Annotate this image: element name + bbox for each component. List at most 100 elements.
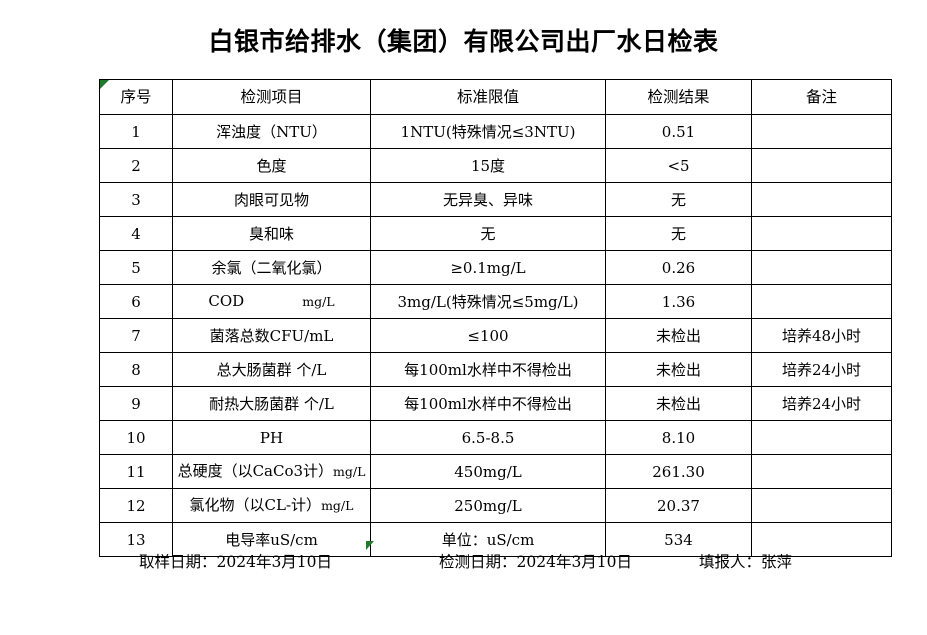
page-title: 白银市给排水（集团）有限公司出厂水日检表 [208, 27, 719, 56]
cell-item: 总大肠菌群 个/L [172, 352, 371, 387]
cell-note [751, 420, 892, 455]
cell-result: 0.26 [605, 250, 752, 285]
cell-no: 1 [99, 114, 173, 149]
inspection-table: 序号 检测项目 标准限值 检测结果 备注 1 浑浊度（NTU） 1NTU(特殊情况≤… [99, 79, 892, 557]
cell-limit: 每100ml水样中不得检出 [370, 352, 606, 387]
cell-result: <5 [605, 148, 752, 183]
cell-item: 臭和味 [172, 216, 371, 251]
cell-item: PH [172, 420, 371, 455]
cell-note [751, 148, 892, 183]
column-header-no: 序号 [99, 79, 173, 115]
cell-note [751, 182, 892, 217]
cell-limit: 1NTU(特殊情况≤3NTU) [370, 114, 606, 149]
cell-limit: 450mg/L [370, 454, 606, 489]
cell-item: 氯化物（以CL-计）mg/L [172, 488, 371, 523]
table-row: 3 肉眼可见物 无异臭、异味无 [99, 182, 892, 217]
cell-note: 培养24小时 [751, 352, 892, 387]
cell-item-unit: mg/L [302, 294, 335, 309]
cell-no: 7 [99, 318, 173, 353]
table-body: 1 浑浊度（NTU） 1NTU(特殊情况≤3NTU) 0.51 2 色度 15度 <5 3 肉眼可… [99, 114, 892, 557]
cell-limit: 250mg/L [370, 488, 606, 523]
table-row: 13 电导率uS/cm 单位：uS/cm 534 [99, 522, 892, 557]
cell-result: 无 [605, 216, 752, 251]
cell-item: 色度 [172, 148, 371, 183]
cell-note [751, 284, 892, 319]
cell-item-name: 氯化物（以CL-计） [189, 496, 322, 514]
table-row: 5 余氯（二氧化氯） ≥0.1mg/L 0.26 [99, 250, 892, 285]
cell-error-marker-bottom-icon [366, 541, 374, 550]
cell-note [751, 488, 892, 523]
cell-limit: ≥0.1mg/L [370, 250, 606, 285]
cell-item: 菌落总数CFU/mL [172, 318, 371, 353]
cell-no: 12 [99, 488, 173, 523]
cell-no: 5 [99, 250, 173, 285]
cell-no: 9 [99, 386, 173, 421]
cell-note: 培养48小时 [751, 318, 892, 353]
cell-no: 11 [99, 454, 173, 489]
inspection-table-container: 序号 检测项目 标准限值 检测结果 备注 1 浑浊度（NTU） 1NTU(特殊情况≤… [99, 79, 892, 557]
cell-item-unit: mg/L [333, 464, 366, 479]
cell-result: 无 [605, 182, 752, 217]
cell-no: 4 [99, 216, 173, 251]
cell-note: 培养24小时 [751, 386, 892, 421]
cell-no: 6 [99, 284, 173, 319]
cell-item-unit: mg/L [321, 498, 354, 513]
cell-result: 未检出 [605, 386, 752, 421]
table-row: 2 色度 15度 <5 [99, 148, 892, 183]
cell-item: 余氯（二氧化氯） [172, 250, 371, 285]
cell-limit: 6.5-8.5 [370, 420, 606, 455]
cell-item: 浑浊度（NTU） [172, 114, 371, 149]
cell-item-name: 总硬度（以CaCo3计） [177, 462, 334, 480]
cell-result: 0.51 [605, 114, 752, 149]
cell-item: COD mg/L [172, 284, 371, 319]
reporter-label: 填报人：张萍 [699, 553, 793, 571]
table-row: 8 总大肠菌群 个/L 每100ml水样中不得检出 未检出 培养24小时 [99, 352, 892, 387]
table-row: 9 耐热大肠菌群 个/L 每100ml水样中不得检出 未检出 培养24小时 [99, 386, 892, 421]
cell-note [751, 114, 892, 149]
cell-item: 总硬度（以CaCo3计）mg/L [172, 454, 371, 489]
cell-no: 13 [99, 522, 173, 557]
cell-no: 2 [99, 148, 173, 183]
cell-note [751, 522, 892, 557]
cell-limit: 3mg/L(特殊情况≤5mg/L) [370, 284, 606, 319]
table-row: 10 PH 6.5-8.5 8.10 [99, 420, 892, 455]
cell-limit: 无 [370, 216, 606, 251]
report-footer: 取样日期：2024年3月10日 检测日期：2024年3月10日 填报人：张萍 [99, 548, 891, 576]
table-row: 1 浑浊度（NTU） 1NTU(特殊情况≤3NTU) 0.51 [99, 114, 892, 149]
cell-result: 未检出 [605, 352, 752, 387]
cell-result: 261.30 [605, 454, 752, 489]
cell-result: 20.37 [605, 488, 752, 523]
column-header-result: 检测结果 [605, 79, 752, 115]
cell-result: 1.36 [605, 284, 752, 319]
cell-limit: 15度 [370, 148, 606, 183]
test-date-label: 检测日期：2024年3月10日 [439, 553, 633, 571]
cell-item: 肉眼可见物 [172, 182, 371, 217]
cell-result: 534 [605, 522, 752, 557]
cell-no: 10 [99, 420, 173, 455]
cell-result: 未检出 [605, 318, 752, 353]
table-row: 7 菌落总数CFU/mL ≤100 未检出 培养48小时 [99, 318, 892, 353]
table-row: 4 臭和味无无 [99, 216, 892, 251]
cell-item: 耐热大肠菌群 个/L [172, 386, 371, 421]
cell-note [751, 216, 892, 251]
cell-no: 8 [99, 352, 173, 387]
table-header-row: 序号 检测项目 标准限值 检测结果 备注 [99, 79, 892, 115]
cell-error-marker-icon [100, 80, 109, 89]
table-row: 6 COD mg/L 3mg/L(特殊情况≤5mg/L) 1.36 [99, 284, 892, 319]
cell-no: 3 [99, 182, 173, 217]
sample-date-label: 取样日期：2024年3月10日 [139, 553, 333, 571]
cell-note [751, 250, 892, 285]
cell-result: 8.10 [605, 420, 752, 455]
column-header-note: 备注 [751, 79, 892, 115]
cell-item: 电导率uS/cm [172, 522, 371, 557]
table-header: 序号 检测项目 标准限值 检测结果 备注 [99, 79, 892, 115]
cell-limit: 无异臭、异味 [370, 182, 606, 217]
cell-note [751, 454, 892, 489]
column-header-limit: 标准限值 [370, 79, 606, 115]
cell-limit: 每100ml水样中不得检出 [370, 386, 606, 421]
table-row: 12 氯化物（以CL-计）mg/L 250mg/L 20.37 [99, 488, 892, 523]
table-row: 11 总硬度（以CaCo3计）mg/L 450mg/L 261.30 [99, 454, 892, 489]
column-header-item: 检测项目 [172, 79, 371, 115]
cell-limit: ≤100 [370, 318, 606, 353]
